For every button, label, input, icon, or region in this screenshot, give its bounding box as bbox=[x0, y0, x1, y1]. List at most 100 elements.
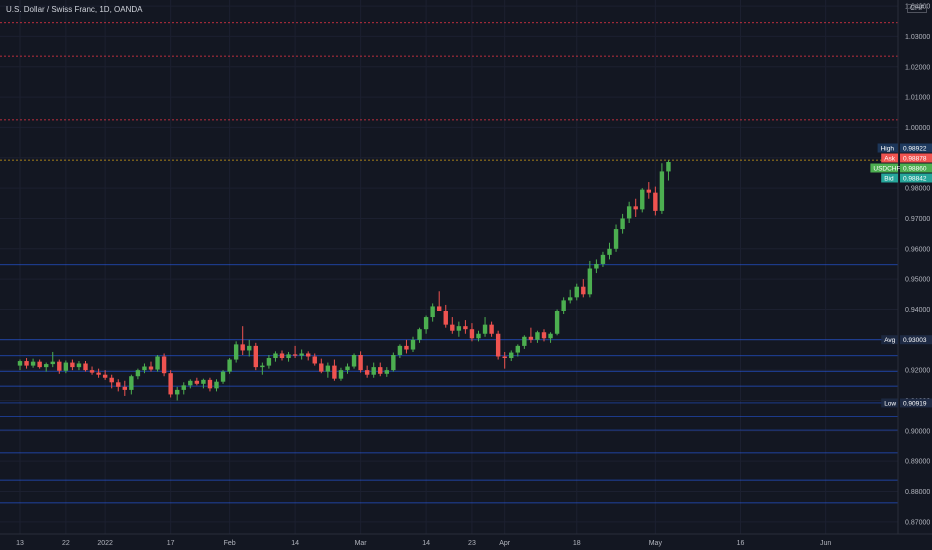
candle-body bbox=[319, 363, 324, 372]
candle-body bbox=[594, 263, 599, 269]
candle-body bbox=[607, 248, 612, 255]
candle-body bbox=[417, 329, 422, 340]
price-tag-value-bg bbox=[900, 335, 932, 345]
candle-body bbox=[410, 339, 416, 350]
x-axis-labels: 13 22 2022 17 Feb 14 Mar 14 23 Apr 18 May 16 Jun bbox=[16, 540, 831, 547]
price-tag-label: Avg bbox=[884, 337, 895, 344]
candle-body bbox=[423, 317, 429, 330]
chart-title: U.S. Dollar / Swiss Franc, 1D, OANDA bbox=[6, 5, 143, 14]
x-tick-label: 17 bbox=[167, 540, 175, 547]
candle-body bbox=[109, 377, 114, 383]
candle-body bbox=[456, 326, 462, 331]
candle-body bbox=[600, 254, 606, 264]
candle-body bbox=[495, 333, 501, 357]
candle-body bbox=[279, 353, 285, 359]
y-tick-label: 0.98000 bbox=[905, 186, 930, 193]
candle-body bbox=[528, 336, 534, 340]
candle-body bbox=[554, 310, 560, 334]
candle-body bbox=[620, 218, 625, 230]
candle-body bbox=[338, 370, 344, 379]
candle-body bbox=[548, 333, 553, 339]
candle-body bbox=[24, 361, 29, 366]
y-tick-label: 0.90000 bbox=[905, 428, 930, 435]
candle-body bbox=[351, 354, 357, 367]
candle-body bbox=[640, 189, 645, 210]
price-tag-value-bg bbox=[900, 143, 932, 153]
candle-body bbox=[384, 370, 389, 374]
candle-body bbox=[463, 326, 468, 330]
candle-body bbox=[332, 365, 337, 379]
price-tag-label: Bid bbox=[884, 175, 894, 182]
candle-body bbox=[653, 192, 658, 211]
price-tag-label-bg bbox=[881, 398, 898, 408]
y-tick-label: 1.00000 bbox=[905, 125, 930, 132]
candle-body bbox=[404, 345, 409, 350]
price-tag-label-bg bbox=[881, 173, 898, 183]
candle-body bbox=[292, 354, 298, 356]
price-tag-label: Low bbox=[884, 400, 896, 407]
grid-lines bbox=[0, 0, 898, 534]
candle-body bbox=[30, 361, 36, 366]
price-tag-value: 0.93003 bbox=[903, 337, 927, 344]
x-tick-label: 14 bbox=[422, 540, 430, 547]
price-tag-label-bg bbox=[881, 153, 898, 163]
candle-body bbox=[345, 366, 350, 371]
candle-body bbox=[581, 286, 586, 295]
price-tag-value: 0.90919 bbox=[903, 400, 927, 407]
y-tick-label: 0.87000 bbox=[905, 519, 930, 526]
price-tag-value: 0.98842 bbox=[903, 175, 927, 182]
candle-body bbox=[17, 361, 23, 366]
y-tick-label: 0.97000 bbox=[905, 216, 930, 223]
candle-body bbox=[63, 362, 69, 371]
candle-body bbox=[574, 286, 579, 298]
candle-body bbox=[666, 162, 671, 172]
x-tick-label: 16 bbox=[737, 540, 745, 547]
candle-body bbox=[312, 356, 317, 364]
currency-unit[interactable]: CHF bbox=[907, 4, 928, 13]
candle-body bbox=[437, 306, 442, 311]
candle-body bbox=[450, 324, 455, 331]
candle-body bbox=[371, 367, 376, 375]
price-tag-label: USDCHF bbox=[873, 165, 900, 172]
candle-body bbox=[306, 353, 311, 357]
y-tick-label: 1.04000 bbox=[905, 4, 930, 11]
x-tick-label: 14 bbox=[291, 540, 299, 547]
candle-body bbox=[220, 371, 226, 382]
y-tick-label: 0.96000 bbox=[905, 246, 930, 253]
y-tick-label: 0.88000 bbox=[905, 489, 930, 496]
candle-body bbox=[260, 365, 265, 368]
candle-body bbox=[397, 345, 403, 355]
candle-body bbox=[378, 367, 383, 374]
candle-body bbox=[489, 324, 494, 334]
price-tag-value: 0.98922 bbox=[903, 145, 927, 152]
candle-body bbox=[646, 189, 651, 193]
price-tag-label-bg bbox=[870, 163, 898, 173]
price-tag-value-bg bbox=[900, 173, 932, 183]
candle-body bbox=[391, 354, 396, 371]
candles bbox=[17, 160, 671, 401]
candle-body bbox=[247, 345, 252, 351]
candle-body bbox=[587, 268, 593, 295]
x-tick-label: 2022 bbox=[97, 540, 113, 547]
x-tick-label: Jun bbox=[820, 540, 831, 547]
y-tick-label: 0.89000 bbox=[905, 459, 930, 466]
candle-body bbox=[135, 370, 141, 377]
price-tag-label: High bbox=[881, 145, 895, 152]
candle-body bbox=[161, 356, 167, 374]
candle-body bbox=[83, 363, 88, 371]
candle-body bbox=[476, 333, 481, 339]
candle-body bbox=[515, 345, 520, 353]
candle-body bbox=[364, 370, 370, 375]
candle-body bbox=[122, 386, 127, 390]
candle-body bbox=[155, 356, 160, 370]
candle-body bbox=[266, 358, 272, 366]
candle-body bbox=[181, 385, 186, 390]
candle-body bbox=[299, 353, 304, 356]
candle-body bbox=[175, 389, 180, 395]
price-tag-value: 0.98860 bbox=[903, 165, 927, 172]
price-tag-value-bg bbox=[900, 398, 932, 408]
candle-body bbox=[57, 361, 62, 371]
candle-body bbox=[443, 310, 448, 325]
